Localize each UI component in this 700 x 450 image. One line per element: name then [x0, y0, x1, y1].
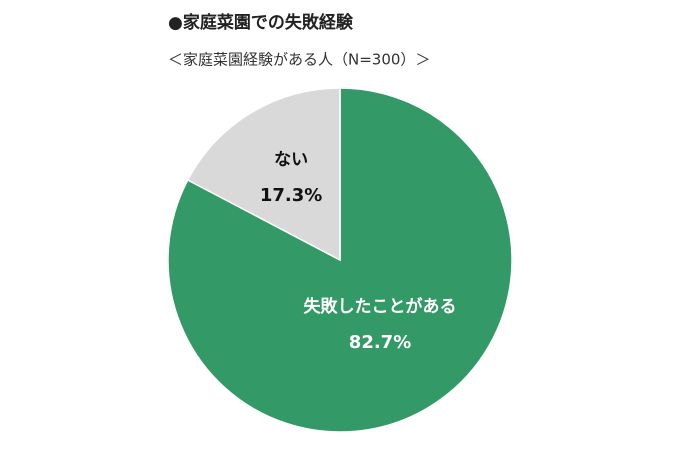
slice-label: 失敗したことがある	[304, 296, 457, 317]
chart-title: ●家庭菜園での失敗経験	[168, 12, 354, 33]
pie-slice	[186, 87, 341, 262]
slice-value-label: 17.3%	[260, 185, 322, 206]
slice-label: ない	[274, 150, 308, 170]
chart-subtitle: ＜家庭菜園経験がある人（N=300）＞	[168, 51, 430, 69]
slice-value-label: 82.7%	[349, 332, 411, 353]
